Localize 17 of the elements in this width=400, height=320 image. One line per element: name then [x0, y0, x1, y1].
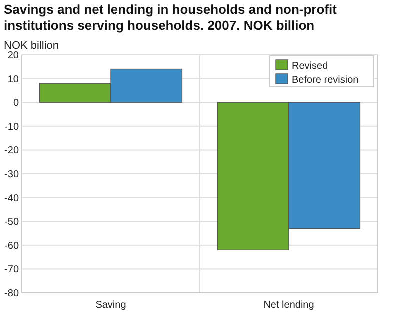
- y-tick-label: -50: [4, 217, 20, 228]
- y-tick-label: 10: [8, 74, 20, 86]
- y-tick-label: -60: [4, 240, 20, 252]
- legend-label: Revised: [292, 61, 328, 72]
- y-tick-label: -40: [4, 193, 20, 204]
- x-tick-label: Net lending: [264, 300, 314, 311]
- y-axis-title: NOK billion: [4, 40, 60, 52]
- y-tick-label: -70: [4, 264, 20, 276]
- y-tick-label: -20: [4, 146, 20, 157]
- legend-label: Before revision: [292, 75, 359, 86]
- y-tick-label: -10: [4, 122, 20, 133]
- x-tick-label: Saving: [96, 300, 126, 311]
- y-tick-label: -80: [4, 288, 20, 300]
- y-tick-label: -30: [4, 170, 20, 180]
- y-tick-label: 0: [13, 98, 20, 110]
- chart-title: Savings and net lending in households and non-profit institutions serving households. 2007. NOK billion: [4, 2, 338, 33]
- y-tick-label: 20: [8, 50, 20, 62]
